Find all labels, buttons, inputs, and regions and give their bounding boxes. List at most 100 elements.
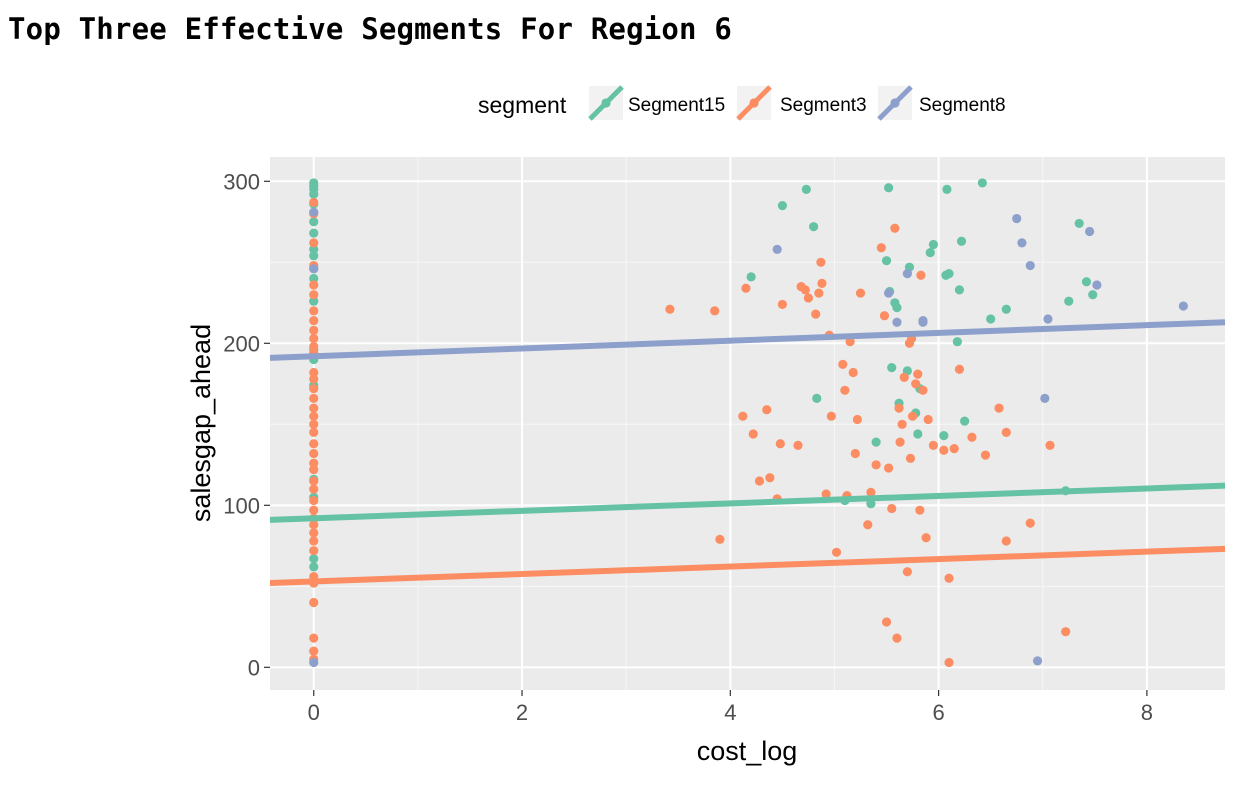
legend-item-segment15: Segment15 [588, 85, 725, 121]
data-point [777, 201, 787, 211]
data-point [816, 257, 826, 267]
data-point [803, 293, 814, 303]
legend-label: Segment15 [628, 95, 725, 116]
data-point [309, 306, 319, 316]
data-point [928, 440, 938, 450]
data-point [309, 657, 319, 668]
data-point [309, 251, 319, 261]
data-point [994, 403, 1004, 413]
data-point [309, 403, 319, 413]
data-point [905, 453, 916, 463]
plot-panel [270, 157, 1225, 690]
data-point [801, 184, 811, 195]
data-point [881, 256, 892, 266]
x-tick-label: 2 [516, 700, 528, 725]
data-point [309, 228, 319, 238]
data-point [765, 473, 775, 483]
data-point [866, 487, 876, 497]
data-point [821, 489, 831, 499]
data-point [754, 476, 765, 486]
data-point [309, 505, 319, 515]
data-point [892, 633, 902, 643]
data-point [911, 379, 921, 389]
data-point [775, 439, 785, 449]
data-point [309, 633, 319, 643]
data-point [838, 359, 848, 369]
data-point [309, 476, 319, 486]
data-point [894, 403, 904, 413]
data-point [1061, 627, 1071, 637]
x-axis-title: cost_log [697, 736, 798, 766]
data-point [309, 280, 319, 290]
data-point [892, 303, 902, 313]
data-point [902, 567, 912, 577]
data-point [967, 432, 977, 442]
data-point [907, 411, 918, 421]
data-point [762, 405, 772, 415]
data-point [840, 385, 850, 395]
data-point [884, 288, 894, 298]
trend-lines [269, 319, 1226, 587]
data-point [811, 309, 821, 319]
data-point [1178, 301, 1188, 311]
data-point [944, 657, 954, 668]
data-point [1040, 393, 1050, 403]
data-point [960, 416, 970, 426]
data-point [309, 374, 319, 384]
series-segment8-points [309, 207, 1188, 668]
data-point [1017, 238, 1027, 248]
trend-line-segment15 [269, 482, 1226, 523]
data-point [1074, 218, 1084, 229]
data-point [748, 429, 758, 439]
data-point [309, 238, 319, 248]
data-point [918, 385, 928, 395]
data-point [309, 217, 319, 227]
data-point [980, 450, 991, 460]
data-point [952, 337, 962, 347]
data-point [809, 222, 819, 232]
data-point [918, 317, 928, 327]
data-point [1081, 277, 1092, 287]
legend-item-segment3: Segment3 [736, 85, 867, 121]
trend-line-segment8 [269, 319, 1226, 361]
data-point [309, 419, 319, 429]
data-point [772, 244, 782, 254]
data-point [887, 363, 897, 373]
y-tick-label: 0 [248, 655, 260, 680]
legend-key-point [749, 98, 759, 108]
data-point [309, 384, 319, 394]
data-point [309, 189, 319, 199]
data-point [309, 546, 319, 556]
data-point [923, 414, 933, 425]
data-point [309, 554, 319, 564]
data-point [902, 269, 912, 279]
data-point [916, 270, 926, 280]
data-point [738, 411, 748, 421]
data-point [826, 411, 836, 421]
data-point [665, 304, 675, 314]
data-point [812, 393, 822, 403]
data-point [1064, 296, 1074, 306]
data-point [977, 178, 987, 188]
data-point [863, 520, 873, 530]
data-point [954, 285, 965, 295]
data-point [309, 646, 319, 656]
data-point [309, 316, 319, 326]
data-point [309, 207, 319, 217]
legend-label: Segment8 [919, 95, 1006, 116]
data-point [309, 325, 319, 335]
data-point [890, 223, 900, 233]
data-point [715, 534, 725, 544]
data-point [309, 495, 319, 506]
data-point [309, 536, 319, 546]
data-point [309, 244, 319, 254]
data-point [852, 414, 862, 425]
minor-gridlines [270, 157, 1225, 690]
x-tick-label: 8 [1141, 700, 1153, 725]
data-point [309, 465, 319, 475]
data-point [884, 463, 894, 473]
data-point [309, 528, 319, 538]
series-segment3-points [309, 197, 1071, 668]
data-point [939, 445, 949, 455]
